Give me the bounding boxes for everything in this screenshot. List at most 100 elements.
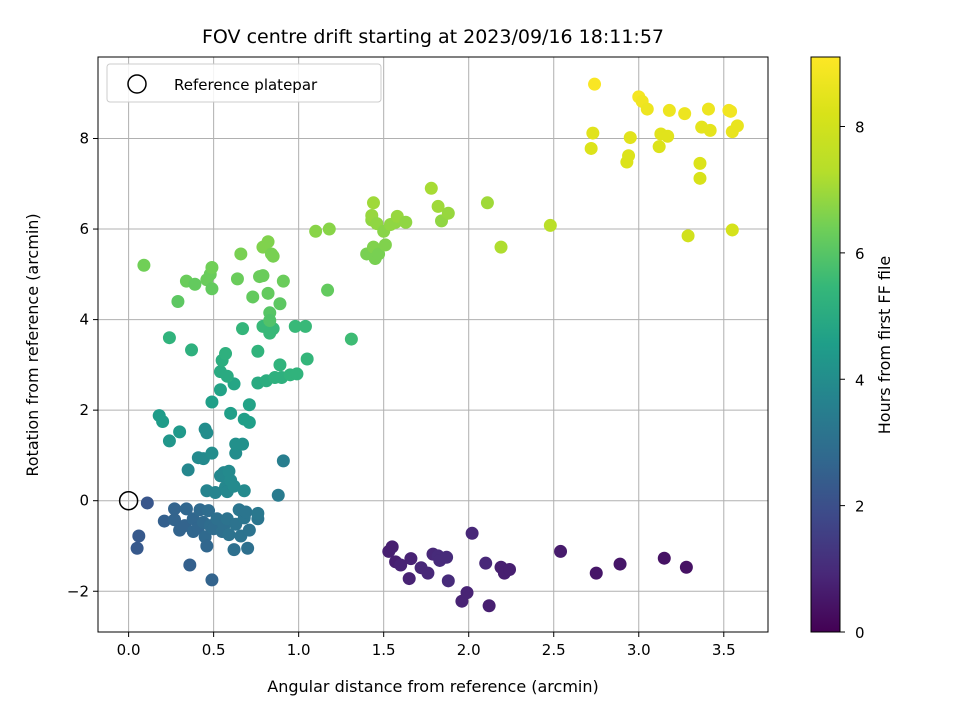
scatter-point: [465, 526, 479, 540]
scatter-point: [276, 454, 290, 468]
scatter-point: [399, 215, 413, 229]
scatter-point: [168, 502, 182, 516]
scatter-point: [205, 395, 219, 409]
scatter-point: [543, 218, 557, 232]
scatter-point: [657, 551, 671, 565]
scatter-point: [273, 297, 287, 311]
scatter-point: [181, 463, 195, 477]
scatter-point: [205, 261, 219, 275]
scatter-point: [693, 156, 707, 170]
y-tick-label: 6: [79, 220, 89, 238]
scatter-point: [208, 486, 222, 500]
y-tick-label: −2: [67, 582, 89, 600]
y-tick-label: 2: [79, 401, 89, 419]
plot-frame: [97, 56, 769, 633]
scatter-point: [261, 286, 275, 300]
scatter-point: [162, 331, 176, 345]
scatter-point: [322, 222, 336, 236]
scatter-point: [640, 102, 654, 116]
x-tick-label: 0.0: [117, 641, 141, 659]
scatter-point: [321, 283, 335, 297]
scatter-point: [480, 196, 494, 210]
scatter-point: [242, 523, 256, 537]
x-tick-label: 2.0: [457, 641, 481, 659]
scatter-point: [213, 383, 227, 397]
scatter-point: [168, 513, 182, 527]
scatter-point: [366, 196, 380, 210]
y-tick-label: 4: [79, 311, 89, 329]
scatter-point: [188, 277, 202, 291]
x-tick-label: 0.5: [202, 641, 226, 659]
scatter-point: [205, 446, 219, 460]
colorbar-ticks: 0 2 4 6 8: [840, 119, 865, 642]
scatter-point: [179, 502, 193, 516]
legend-entry: Reference platepar: [174, 76, 318, 94]
scatter-point: [584, 141, 598, 155]
scatter-point: [185, 343, 199, 357]
scatter-point: [613, 557, 627, 571]
scatter-point: [271, 488, 285, 502]
scatter-point: [219, 347, 233, 361]
scatter-point: [725, 223, 739, 237]
scatter-point: [623, 131, 637, 145]
scatter-point: [242, 415, 256, 429]
x-tick-label: 3.0: [627, 641, 651, 659]
scatter-point: [229, 446, 243, 460]
scatter-point: [424, 181, 438, 195]
scatter-point: [224, 406, 238, 420]
scatter-point: [241, 541, 255, 555]
scatter-point: [256, 269, 270, 283]
y-axis-label: Rotation from reference (arcmin): [23, 213, 42, 476]
scatter-point: [202, 504, 216, 518]
scatter-point: [494, 240, 508, 254]
x-axis-ticks: 0.0 0.5 1.0 1.5 2.0 2.5 3.0 3.5: [117, 632, 736, 659]
colorbar-tick-label: 4: [855, 371, 865, 389]
scatter-point: [678, 107, 692, 121]
scatter-point: [589, 566, 603, 580]
scatter-point: [482, 599, 496, 613]
scatter-point: [730, 119, 744, 133]
scatter-point: [251, 344, 265, 358]
colorbar-tick-label: 0: [855, 624, 865, 642]
scatter-point: [588, 77, 602, 91]
scatter-point: [276, 274, 290, 288]
scatter-point: [171, 294, 185, 308]
scatter-point: [503, 563, 517, 577]
scatter-point: [441, 206, 455, 220]
y-tick-label: 0: [79, 492, 89, 510]
reference-marker: [118, 490, 139, 511]
scatter-point: [183, 558, 197, 572]
reference-point: [118, 490, 139, 511]
x-tick-label: 3.5: [712, 641, 736, 659]
scatter-point: [479, 556, 493, 570]
scatter-point: [205, 573, 219, 587]
scatter-point: [162, 434, 176, 448]
scatter-point: [242, 398, 256, 412]
chart-title: FOV centre drift starting at 2023/09/16 …: [202, 26, 664, 48]
scatter-point: [309, 224, 323, 238]
scatter-point: [157, 514, 171, 528]
scatter-point: [236, 437, 250, 451]
scatter-point: [227, 479, 241, 493]
legend-box: [106, 63, 382, 103]
scatter-point: [220, 369, 234, 383]
scatter-point: [222, 528, 236, 542]
scatter-point: [290, 367, 304, 381]
scatter-point: [132, 529, 146, 543]
scatter-point: [378, 238, 392, 252]
scatter-point: [300, 352, 314, 366]
scatter-point: [554, 544, 568, 558]
scatter-point: [130, 541, 144, 555]
colorbar-tick-label: 2: [855, 498, 865, 516]
scatter-point: [230, 272, 244, 286]
scatter-point: [344, 332, 358, 346]
y-axis-ticks: −2 0 2 4 6 8: [67, 129, 98, 600]
colorbar: 0 2 4 6 8 Hours from first FF file: [810, 56, 894, 642]
scatter-point: [441, 574, 455, 588]
scatter-point: [421, 566, 435, 580]
scatter-point: [404, 552, 418, 566]
scatter-point: [460, 586, 474, 600]
scatter-point: [200, 539, 214, 553]
colorbar-bar: [810, 56, 841, 633]
